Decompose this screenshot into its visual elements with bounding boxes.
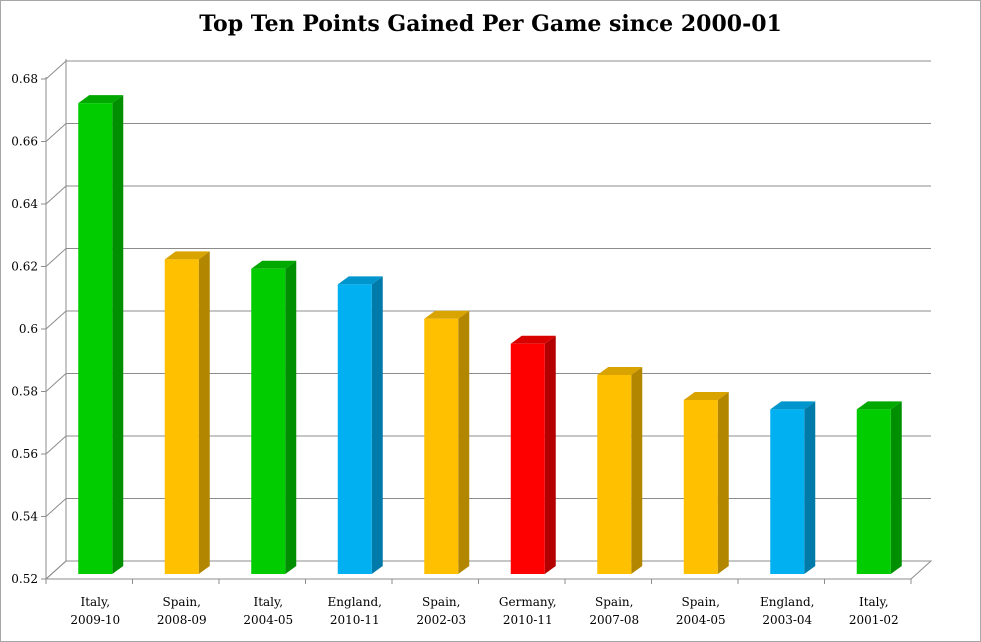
- x-tick-label: 2010-11: [503, 613, 553, 627]
- y-tick-label: 0.56: [11, 447, 38, 461]
- x-tick-label: 2001-02: [849, 613, 899, 627]
- y-tick-label: 0.54: [11, 510, 38, 524]
- x-tick-label: Germany,: [499, 595, 557, 609]
- bar: [597, 367, 643, 574]
- bar-front-face: [251, 268, 286, 574]
- x-tick-label: 2004-05: [676, 613, 726, 627]
- gridline-depth: [45, 123, 67, 142]
- y-tick-label: 0.68: [11, 72, 38, 86]
- x-tick-label: 2009-10: [70, 613, 120, 627]
- gridline-depth: [45, 185, 67, 205]
- x-axis-labels: Italy, 2009-10 Spain, 2008-09 Italy, 2004-05 E…: [45, 579, 912, 627]
- bar-front-face: [424, 318, 459, 574]
- x-tick-label: Spain,: [682, 595, 720, 609]
- bar-side-face: [112, 95, 124, 574]
- x-tick-label: 2007-08: [589, 613, 639, 627]
- bar-side-face: [890, 401, 902, 574]
- x-tick-label: Italy,: [859, 595, 889, 609]
- bar-side-face: [717, 392, 729, 574]
- y-tick-label: 0.66: [11, 135, 38, 149]
- bar-top-face: [337, 276, 383, 285]
- bar: [78, 95, 124, 574]
- bar-top-face: [78, 95, 124, 104]
- gridline-depth: [45, 373, 67, 392]
- bar: [856, 401, 902, 574]
- bar-top-face: [251, 260, 297, 269]
- x-tick-label: 2002-03: [416, 613, 466, 627]
- bar-front-face: [78, 103, 113, 574]
- x-tick-label: 2010-11: [330, 613, 380, 627]
- bar-side-face: [285, 260, 297, 574]
- bar-front-face: [770, 409, 805, 574]
- x-tick-label: 2003-04: [762, 613, 812, 627]
- x-tick-label: 2008-09: [157, 613, 207, 627]
- x-tick-label: Spain,: [422, 595, 460, 609]
- bar-front-face: [683, 400, 718, 574]
- x-tick-label: 2004-05: [243, 613, 293, 627]
- bars: [78, 95, 902, 574]
- bar-side-face: [198, 251, 210, 574]
- bar-front-face: [510, 343, 545, 574]
- gridline-depth: [45, 60, 67, 80]
- y-tick-label: 0.58: [11, 385, 38, 399]
- bar-top-face: [510, 335, 556, 344]
- y-tick-label: 0.52: [11, 572, 38, 586]
- bar: [770, 401, 816, 574]
- bar: [510, 335, 556, 574]
- x-tick-label: Spain,: [595, 595, 633, 609]
- bar-front-face: [597, 375, 632, 574]
- bar-front-face: [164, 259, 199, 574]
- y-tick-label: 0.64: [11, 197, 38, 211]
- y-axis-ticks: 0.52 0.54 0.56 0.58 0.6 0.62 0.64 0.66 0.68: [11, 72, 46, 586]
- bar-top-face: [770, 401, 816, 410]
- bar-side-face: [631, 367, 643, 574]
- gridline-depth: [45, 560, 67, 580]
- gridline-depth: [45, 248, 67, 267]
- bar: [164, 251, 210, 574]
- gridline-depth: [45, 435, 67, 455]
- chart-title: Top Ten Points Gained Per Game since 200…: [199, 11, 782, 37]
- bar-side-face: [371, 276, 383, 574]
- y-tick-label: 0.62: [11, 260, 38, 274]
- bar: [251, 260, 297, 574]
- gridline-depth: [45, 310, 67, 330]
- bar-front-face: [337, 284, 372, 574]
- x-tick-label: England,: [760, 595, 814, 609]
- x-tick-label: Italy,: [253, 595, 283, 609]
- x-tick-label: Spain,: [163, 595, 201, 609]
- bar-side-face: [544, 335, 556, 574]
- bar-side-face: [804, 401, 816, 574]
- x-tick-label: England,: [328, 595, 382, 609]
- y-tick-label: 0.6: [19, 322, 38, 336]
- bar-top-face: [424, 310, 470, 319]
- bar-top-face: [856, 401, 902, 410]
- bar: [424, 310, 470, 574]
- bar-front-face: [856, 409, 891, 574]
- bar-top-face: [597, 367, 643, 375]
- x-tick-label: Italy,: [80, 595, 110, 609]
- gridline-depth: [45, 498, 67, 517]
- bar-top-face: [164, 251, 210, 260]
- bar: [683, 392, 729, 574]
- bar-top-face: [683, 392, 729, 400]
- bar-side-face: [458, 310, 470, 574]
- bar: [337, 276, 383, 574]
